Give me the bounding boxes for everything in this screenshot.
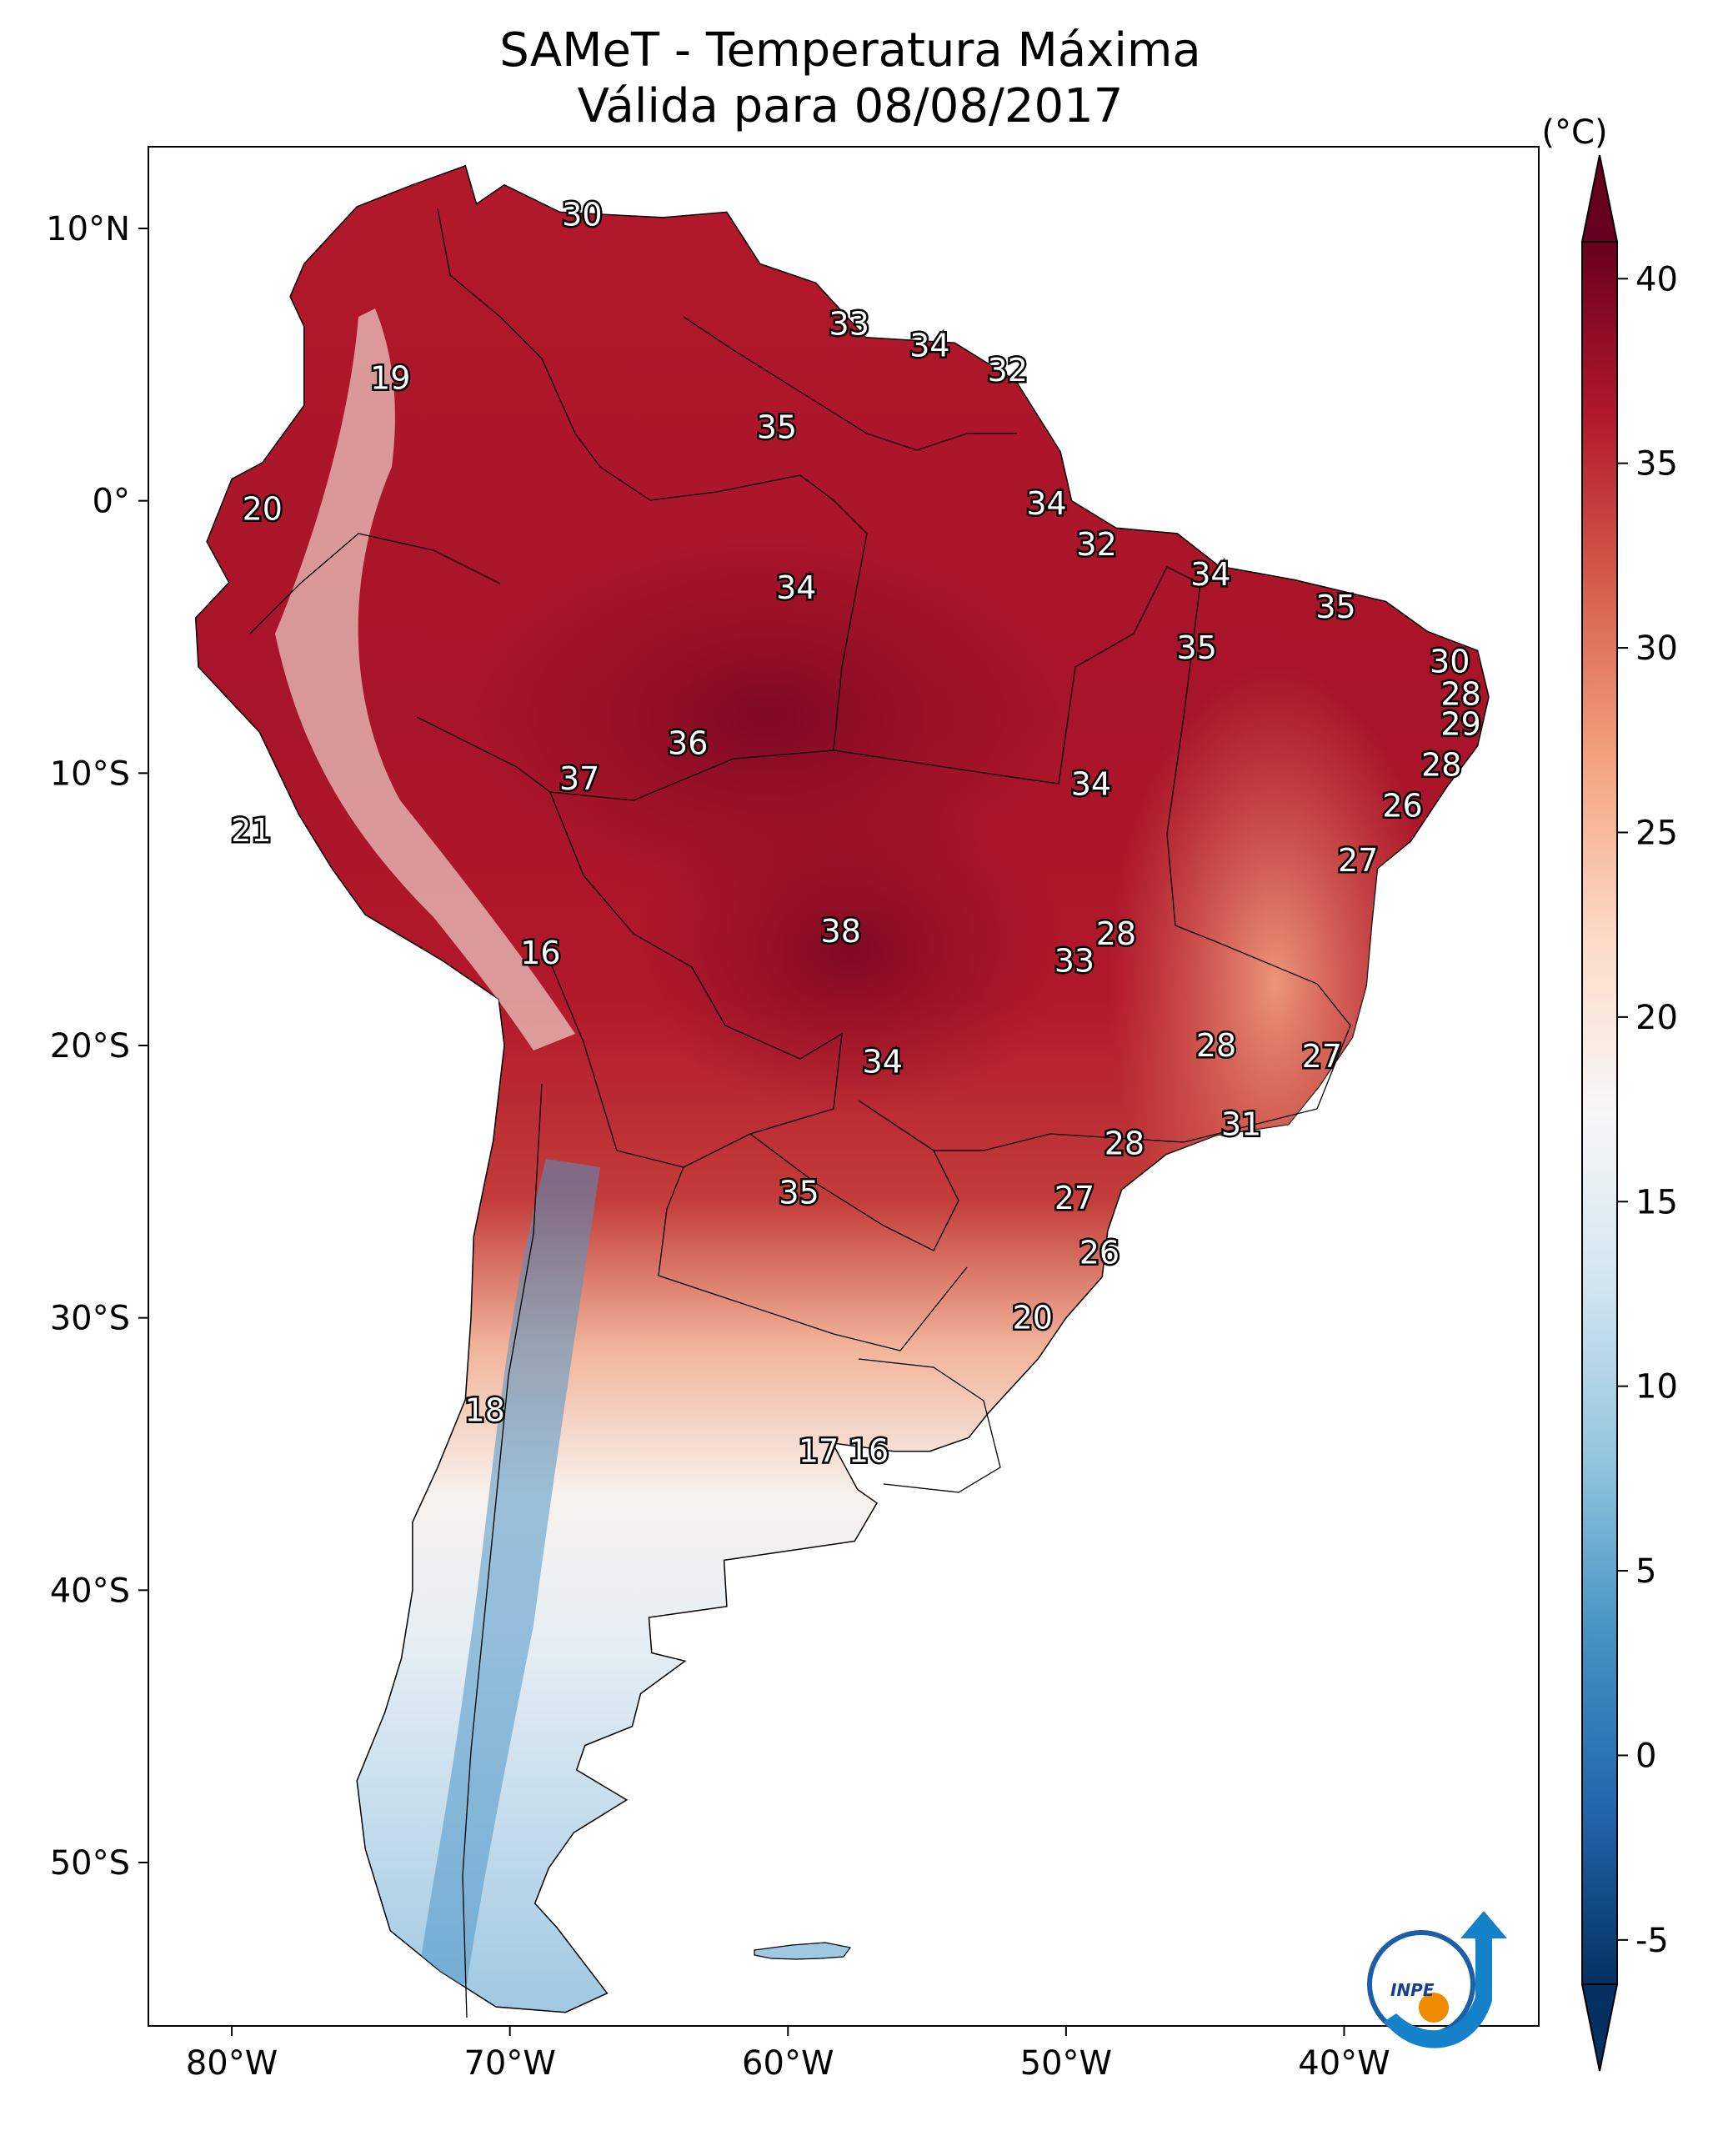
temperature-label: 26 — [1079, 1234, 1119, 1271]
logo-arrow — [1384, 1911, 1507, 2048]
lat-tick-label: 0° — [93, 483, 130, 521]
colorbar: (°C) 40 35 30 25 20 15 10 5 0 -5 — [1541, 113, 1678, 2072]
temperature-label: 19 — [370, 360, 410, 397]
temperature-label: 31 — [1221, 1106, 1261, 1143]
colorbar-unit: (°C) — [1541, 113, 1607, 152]
colorbar-tick-label: 25 — [1635, 814, 1678, 852]
colorbar-body — [1581, 241, 1618, 1985]
colorbar-ticks: 40 35 30 25 20 15 10 5 0 -5 — [1617, 260, 1678, 1960]
temperature-label: 27 — [1302, 1038, 1342, 1075]
temperature-label: 32 — [1076, 526, 1116, 563]
border-argentina-north — [658, 1166, 968, 1351]
temperature-label: 34 — [1190, 556, 1230, 593]
colorbar-tick-label: 20 — [1635, 999, 1678, 1037]
andes-cold-band — [417, 1159, 600, 1984]
temperature-label: 36 — [668, 725, 708, 761]
temperature-label: 34 — [776, 569, 816, 606]
border-chile-argentina — [462, 1083, 543, 2018]
lon-tick-label: 60°W — [742, 2044, 834, 2083]
border-brazil-west — [416, 433, 868, 801]
temperature-label: 28 — [1104, 1126, 1144, 1162]
border-colombia-venezuela — [437, 208, 576, 434]
temperature-label: 29 — [1440, 706, 1480, 743]
border-bolivia — [541, 791, 843, 1168]
logo-text: INPE — [1390, 1980, 1435, 2000]
border-uruguay — [858, 1358, 1001, 1493]
colorbar-tick-label: 30 — [1635, 629, 1678, 668]
temperature-label: 38 — [821, 913, 861, 950]
colorbar-tick-label: 40 — [1635, 260, 1678, 298]
andes-north-cool-band — [275, 308, 575, 1050]
colorbar-top-extension — [1580, 154, 1619, 243]
chart-subtitle: Válida para 08/08/2017 — [577, 79, 1124, 133]
temperature-label: 21 — [231, 812, 271, 849]
temperature-label: 35 — [757, 409, 797, 446]
colorbar-tick-label: 15 — [1635, 1183, 1678, 1221]
inpe-logo: INPE — [1367, 1911, 1507, 2048]
temperature-label: 28 — [1421, 747, 1461, 784]
lat-tick-label: 50°S — [50, 1844, 130, 1883]
temperature-label: 20 — [1013, 1300, 1053, 1336]
lon-tick-label: 80°W — [186, 2044, 278, 2083]
mato-grosso-hot-core — [634, 784, 1067, 1117]
temperature-label: 16 — [520, 935, 560, 971]
lon-tick-label: 70°W — [463, 2044, 555, 2083]
temperature-label: 18 — [465, 1392, 505, 1429]
border-peru-ecuador — [249, 533, 501, 634]
lat-tick-label: 10°S — [50, 755, 130, 793]
border-brazil-states — [833, 566, 1351, 1151]
border-guianas — [683, 316, 1017, 451]
lon-tick-label: 50°W — [1020, 2044, 1112, 2083]
lat-tick-label: 40°S — [50, 1572, 130, 1610]
temperature-label: 35 — [779, 1174, 819, 1211]
lat-tick-label: 30°S — [50, 1300, 130, 1338]
colorbar-tick-label: 35 — [1635, 445, 1678, 484]
temperature-label: 34 — [909, 328, 949, 364]
temperature-label: 17 — [799, 1433, 839, 1470]
temperature-label: 35 — [1315, 589, 1355, 625]
chart-title: SAMeT - Temperatura Máxima — [499, 23, 1201, 78]
temperature-label: 20 — [243, 491, 283, 528]
colorbar-bottom-extension — [1580, 1983, 1619, 2072]
temperature-label: 34 — [863, 1044, 903, 1081]
lon-tick-label: 40°W — [1298, 2044, 1390, 2083]
temperature-label: 28 — [1096, 915, 1136, 952]
temperature-label: 30 — [1430, 643, 1470, 679]
temperature-label: 27 — [1338, 842, 1378, 879]
lat-tick-label: 10°N — [46, 210, 130, 248]
temperature-label: 32 — [988, 352, 1028, 389]
logo-orange-dot — [1419, 1993, 1449, 2023]
colorbar-tick-label: 5 — [1635, 1552, 1656, 1591]
colorbar-tick-label: -5 — [1635, 1922, 1669, 1960]
map-axes: 80°W 70°W 60°W 50°W 40°W 10°N 0° 10°S 20°S 30°S 40… — [46, 210, 1390, 2083]
country-borders — [249, 208, 1351, 2018]
temperature-label: 34 — [1071, 765, 1111, 802]
temperature-label: 16 — [849, 1433, 889, 1470]
temperature-label: 27 — [1054, 1180, 1094, 1216]
temperature-label: 34 — [1026, 485, 1066, 522]
temperature-label: 26 — [1382, 788, 1422, 825]
temperature-label: 37 — [559, 760, 599, 797]
temperature-label: 33 — [829, 305, 869, 342]
falkland-islands — [754, 1942, 852, 1960]
temperature-label: 28 — [1196, 1027, 1236, 1064]
temperature-label: 30 — [562, 197, 602, 233]
lat-tick-label: 20°S — [50, 1027, 130, 1065]
temperature-label: 33 — [1054, 943, 1094, 980]
colorbar-tick-label: 0 — [1635, 1737, 1656, 1775]
colorbar-tick-label: 10 — [1635, 1368, 1678, 1406]
temperature-label: 28 — [1440, 676, 1480, 713]
temperature-label: 35 — [1177, 629, 1217, 666]
